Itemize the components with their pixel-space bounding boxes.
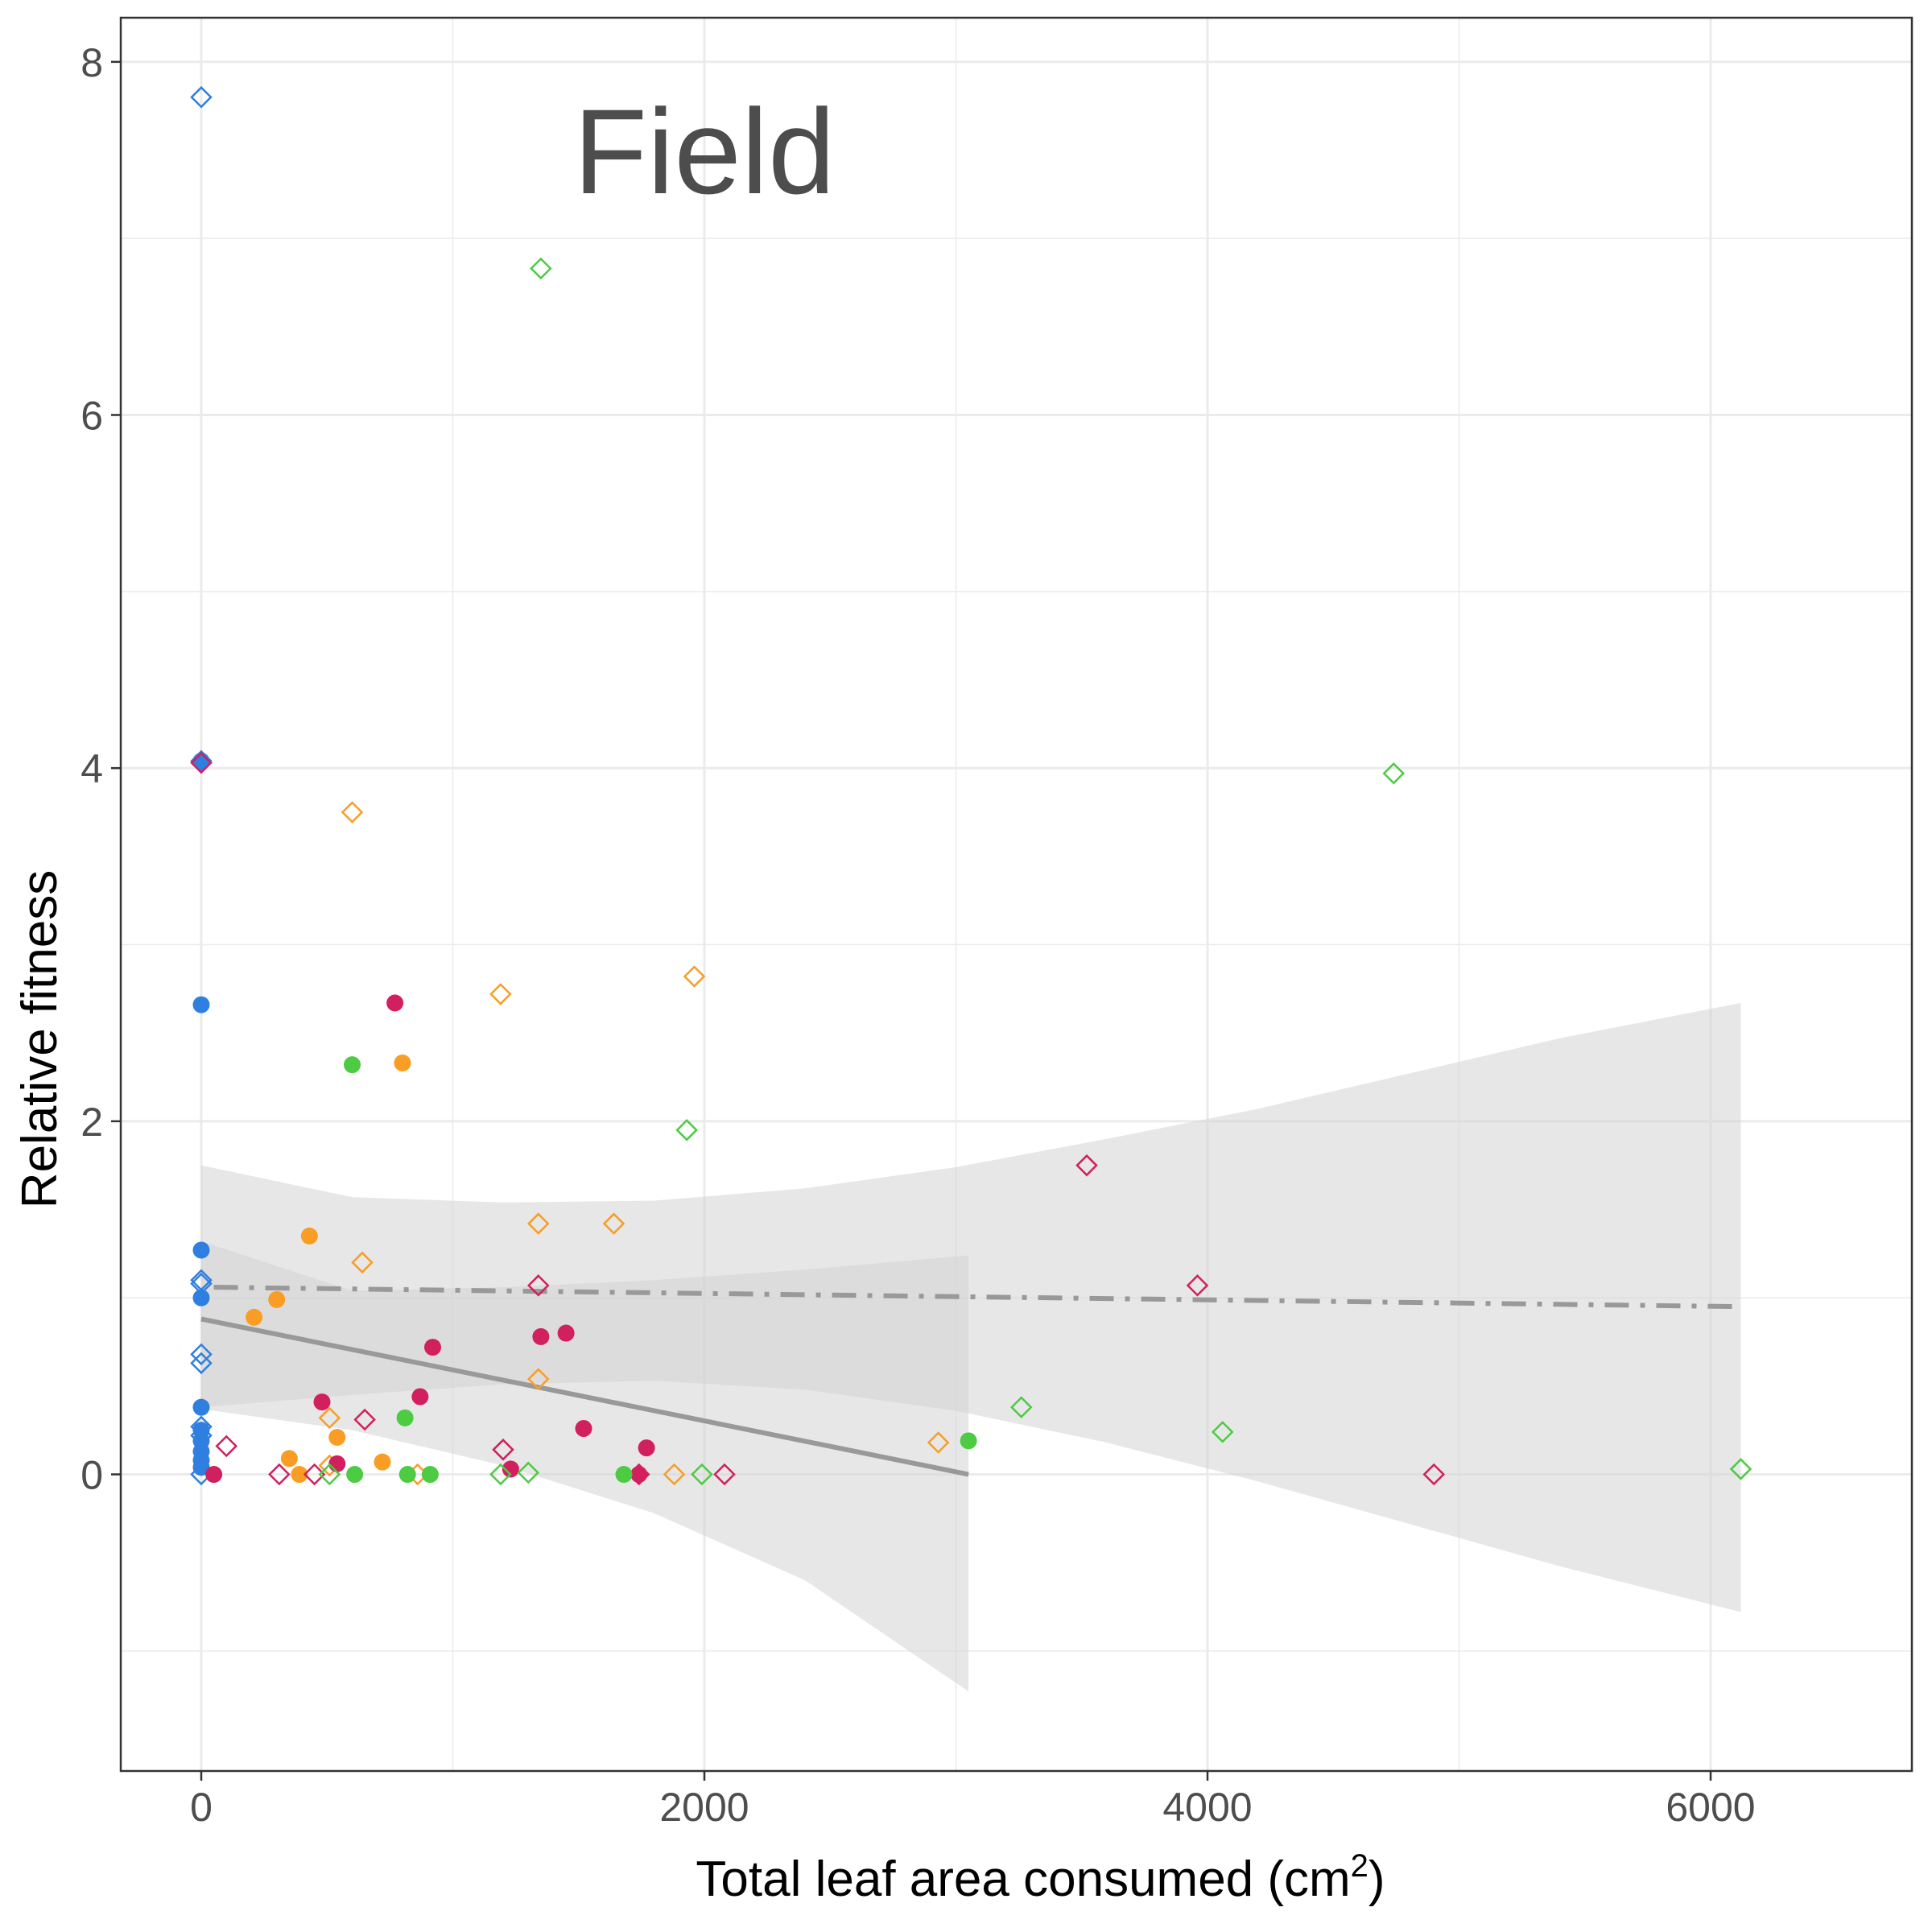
data-point-green-circle: [344, 1056, 361, 1074]
x-tick-label: 4000: [1162, 1785, 1252, 1830]
fit-lines: [200, 1285, 1741, 1477]
x-axis-title-suffix: ): [1368, 1852, 1385, 1907]
data-point-crimson-diamond: [1075, 1154, 1098, 1177]
data-point-green-circle: [421, 1466, 439, 1484]
panel-border: [119, 16, 1913, 1773]
data-point-green-diamond: [675, 1119, 698, 1141]
data-point-orange-diamond: [318, 1406, 341, 1430]
y-tick-label: 2: [80, 1100, 103, 1145]
data-point-green-circle: [398, 1466, 416, 1484]
data-point-crimson-diamond: [713, 1463, 736, 1486]
data-point-orange-circle: [300, 1227, 318, 1245]
data-point-green-diamond: [517, 1461, 540, 1484]
data-point-crimson-diamond: [627, 1463, 650, 1486]
data-point-orange-diamond: [683, 965, 706, 988]
data-point-orange-circle: [246, 1308, 263, 1326]
data-point-green-diamond: [1009, 1396, 1033, 1418]
data-point-orange-circle: [394, 1054, 411, 1071]
data-point-orange-diamond: [489, 983, 512, 1005]
data-point-crimson-diamond: [1186, 1274, 1209, 1297]
data-point-orange-circle: [374, 1453, 391, 1471]
data-point-green-diamond: [1729, 1458, 1752, 1480]
data-point-green-diamond: [691, 1463, 713, 1486]
data-point-crimson-circle: [386, 994, 404, 1012]
data-point-crimson-diamond: [353, 1408, 376, 1431]
data-point-orange-diamond: [602, 1212, 625, 1235]
x-axis-title: Total leaf area consumed (cm2): [696, 1848, 1385, 1907]
data-point-green-diamond: [318, 1463, 341, 1486]
data-point-orange-circle: [268, 1290, 286, 1308]
data-point-orange-diamond: [351, 1251, 374, 1274]
x-tick-label: 0: [190, 1785, 213, 1830]
data-point-orange-diamond: [341, 801, 364, 824]
data-point-blue-circle: [192, 1289, 210, 1307]
y-axis-title: Relative fitness: [12, 870, 68, 1208]
data-point-green-circle: [396, 1409, 414, 1426]
y-tick-label: 8: [80, 40, 103, 85]
data-point-crimson-diamond: [190, 751, 213, 774]
data-point-crimson-diamond: [526, 1274, 550, 1297]
data-point-crimson-circle: [532, 1327, 550, 1345]
confidence-ribbon-dashdot: [201, 1002, 1741, 1612]
data-point-blue-diamond: [190, 1269, 213, 1292]
data-point-crimson-circle: [328, 1455, 346, 1472]
x-axis-ticks: 0 2000 4000 6000: [190, 1771, 1756, 1830]
confidence-ribbons: [201, 1002, 1741, 1692]
data-point-orange-diamond: [526, 1212, 550, 1235]
fit-line-dashdot: [213, 1285, 1741, 1310]
y-tick-label: 0: [80, 1453, 103, 1498]
data-point-orange-diamond: [927, 1431, 950, 1454]
data-point-blue-diamond: [190, 1424, 213, 1447]
data-points: [190, 85, 1752, 1486]
y-tick-label: 6: [80, 394, 103, 439]
data-point-crimson-circle: [205, 1466, 223, 1484]
data-point-blue-diamond: [190, 749, 213, 773]
data-point-crimson-circle: [313, 1393, 331, 1411]
data-point-crimson-diamond: [215, 1435, 238, 1458]
x-axis-title-main: Total leaf area consumed (cm: [696, 1852, 1350, 1907]
data-point-blue-diamond: [190, 1343, 213, 1366]
data-point-blue-diamond: [190, 1352, 213, 1375]
x-tick-label: 2000: [659, 1785, 749, 1830]
data-point-orange-diamond: [663, 1463, 686, 1486]
data-point-blue-diamond: [190, 1415, 213, 1439]
data-point-blue-circle: [192, 1398, 210, 1416]
data-point-orange-diamond: [526, 1368, 550, 1390]
data-point-orange-circle: [328, 1428, 346, 1446]
data-point-green-circle: [346, 1466, 364, 1484]
data-point-crimson-diamond: [1422, 1463, 1446, 1486]
data-point-crimson-diamond: [303, 1463, 326, 1486]
data-point-green-diamond: [530, 257, 552, 280]
data-point-blue-diamond: [190, 85, 213, 109]
x-axis-title-superscript: 2: [1351, 1848, 1368, 1884]
data-point-orange-circle: [280, 1450, 298, 1468]
data-point-crimson-circle: [575, 1419, 592, 1437]
fit-line-solid: [200, 1316, 969, 1477]
data-point-crimson-circle: [638, 1439, 655, 1457]
data-point-blue-circle: [192, 1241, 210, 1259]
data-point-crimson-circle: [411, 1388, 429, 1406]
data-point-green-diamond: [1211, 1421, 1234, 1443]
data-point-crimson-circle: [557, 1324, 575, 1342]
data-point-crimson-circle: [502, 1460, 519, 1478]
x-tick-label: 6000: [1666, 1785, 1755, 1830]
y-axis-ticks: 0 2 4 6 8: [80, 40, 121, 1498]
data-point-blue-diamond: [190, 1272, 213, 1295]
chart-title: Field: [573, 84, 835, 219]
data-point-crimson-circle: [424, 1339, 441, 1356]
data-point-orange-circle: [291, 1466, 308, 1484]
data-point-green-diamond: [489, 1463, 512, 1486]
data-point-green-circle: [615, 1466, 633, 1484]
data-point-crimson-diamond: [268, 1463, 291, 1486]
data-point-crimson-diamond: [492, 1439, 514, 1461]
data-point-blue-circle: [192, 1459, 210, 1476]
data-point-green-diamond: [1382, 762, 1406, 785]
y-tick-label: 4: [80, 746, 103, 791]
data-point-blue-circle: [192, 996, 210, 1013]
data-point-green-circle: [960, 1432, 977, 1450]
data-point-crimson-circle: [630, 1466, 648, 1484]
